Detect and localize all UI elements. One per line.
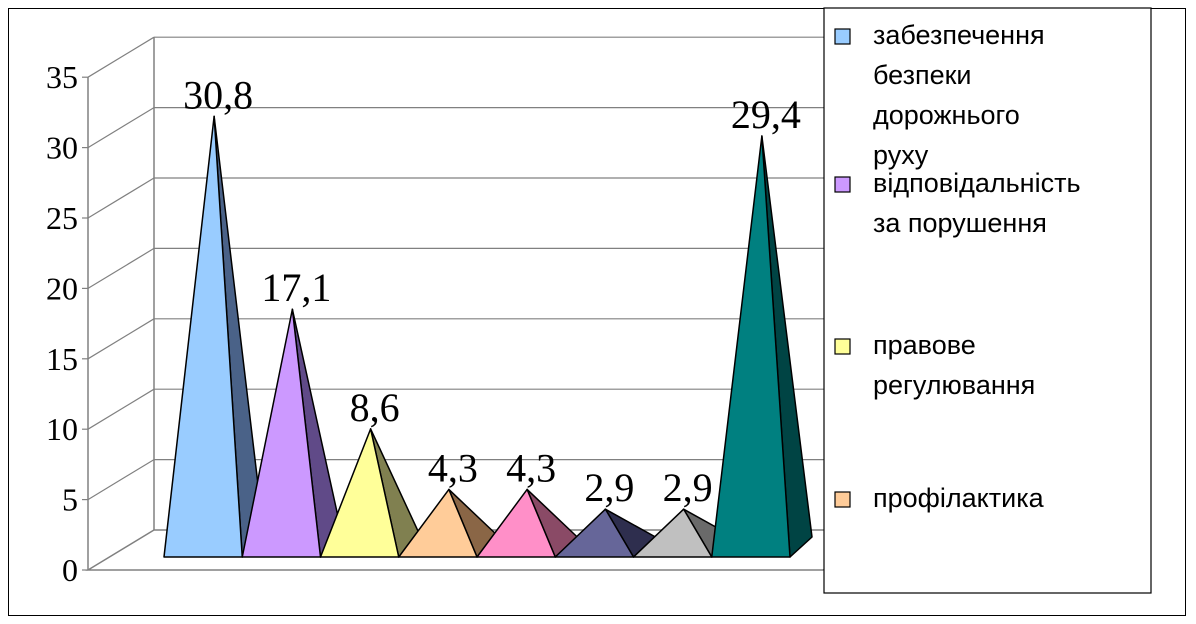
legend-swatch — [834, 176, 851, 193]
legend-swatch — [834, 338, 851, 355]
legend-label: дорожнього — [873, 100, 1020, 130]
gridline-side — [87, 459, 155, 501]
y-tick-label: 5 — [62, 482, 78, 518]
legend-box — [823, 7, 1152, 594]
y-tick-label: 30 — [46, 130, 78, 166]
legend-entry: профілактика — [834, 483, 1045, 513]
pyramid — [163, 115, 265, 558]
legend-label: за порушення — [873, 208, 1047, 238]
legend-swatch — [834, 28, 851, 45]
gridline-side — [87, 247, 155, 289]
legend-label: профілактика — [873, 483, 1045, 513]
gridline-side — [87, 36, 155, 78]
gridline-side — [87, 177, 155, 219]
data-label: 29,4 — [731, 92, 801, 137]
gridline-side — [87, 318, 155, 360]
legend-label: відповідальність — [873, 168, 1081, 198]
pyramid — [476, 488, 578, 558]
pyramid-front — [554, 508, 635, 558]
y-tick-label: 15 — [46, 341, 78, 377]
pyramid-front — [241, 308, 322, 558]
data-label: 17,1 — [261, 265, 331, 310]
pyramid-front — [632, 508, 713, 558]
pyramid-front — [398, 488, 478, 558]
pyramid — [398, 488, 500, 558]
y-axis: 0 5 10 15 20 25 30 35 — [46, 59, 88, 588]
pyramid — [319, 428, 422, 558]
legend-swatch — [834, 491, 851, 508]
data-label: 30,8 — [183, 72, 253, 117]
legend-entry: правове регулювання — [834, 330, 1035, 400]
legend-entry: відповідальність за порушення — [834, 168, 1081, 238]
gridline-side — [87, 388, 155, 430]
pyramid-front — [476, 488, 556, 558]
legend: забезпечення безпеки дорожнього рухувідпові… — [823, 7, 1152, 594]
y-tick-label: 20 — [46, 270, 78, 306]
data-label: 2,9 — [584, 465, 634, 510]
legend-label: регулювання — [873, 370, 1035, 400]
pyramid-front — [319, 428, 400, 558]
pyramid-front — [711, 135, 791, 558]
gridline-side — [87, 107, 155, 149]
legend-label: руху — [873, 140, 929, 170]
y-tick-label: 35 — [46, 59, 78, 95]
legend-label: забезпечення — [873, 20, 1045, 50]
data-label: 4,3 — [428, 445, 478, 490]
data-label: 8,6 — [350, 385, 400, 430]
y-tick-label: 0 — [62, 552, 78, 588]
data-label: 2,9 — [663, 465, 713, 510]
data-label: 4,3 — [506, 445, 556, 490]
legend-label: правове — [873, 330, 976, 360]
pyramid — [241, 308, 344, 558]
legend-label: безпеки — [873, 60, 972, 90]
y-tick-label: 25 — [46, 200, 78, 236]
legend-entry: забезпечення безпеки дорожнього руху — [834, 20, 1045, 170]
pyramids — [163, 115, 813, 558]
data-labels: 30,8 17,1 8,6 4,3 4,3 2,9 2,9 29,4 — [183, 72, 801, 510]
pyramid — [711, 135, 813, 558]
pyramid-front — [163, 115, 243, 558]
y-tick-label: 10 — [46, 411, 78, 447]
